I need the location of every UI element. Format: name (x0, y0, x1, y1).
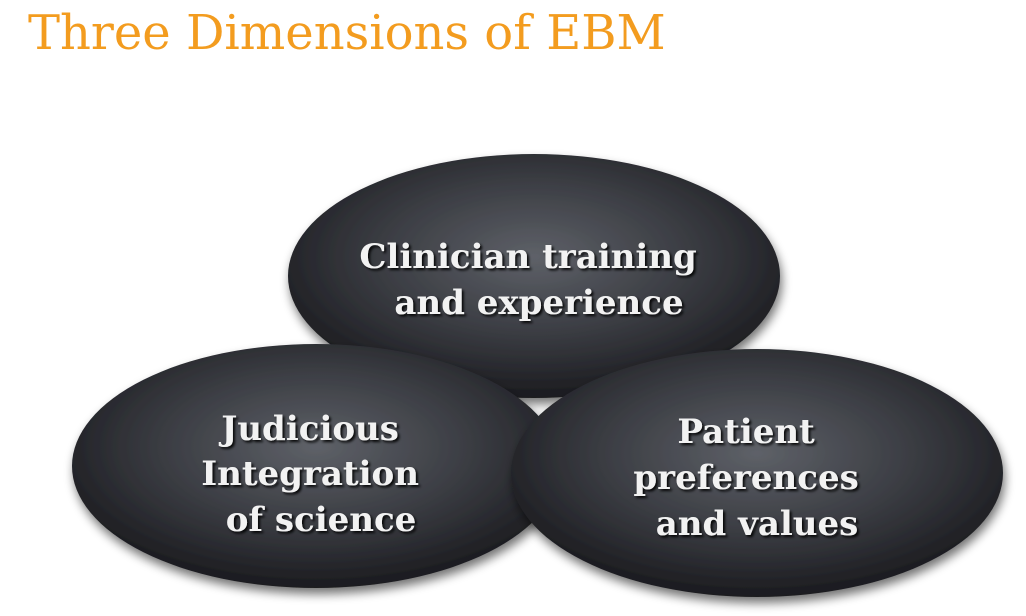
svg-text:Clinician training and e: Clinician training and experience (359, 237, 708, 323)
clinician-label-line-1: Clinician training (359, 237, 696, 277)
oval-clinician-experience: Clinician training and experience (288, 154, 780, 398)
svg-text:Judicious Integration: Judicious Integration of science (201, 409, 431, 540)
judicious-label-line-2: Integration (201, 454, 419, 494)
patient-label-line-1: Patient (677, 412, 815, 452)
judicious-label-line-3: of science (226, 500, 417, 540)
slide-title: Three Dimensions of EBM (28, 5, 666, 61)
patient-label-line-3: and values (656, 504, 859, 544)
clinician-label-line-2: and experience (394, 283, 683, 323)
svg-text:Patient preferences: Patient preferences and values (633, 412, 870, 544)
patient-label-line-2: preferences (633, 458, 858, 498)
oval-patient-preferences: Patient preferences and values (511, 349, 1003, 597)
oval-judicious-integration: Judicious Integration of science (72, 344, 560, 588)
judicious-label-line-1: Judicious (218, 409, 399, 449)
